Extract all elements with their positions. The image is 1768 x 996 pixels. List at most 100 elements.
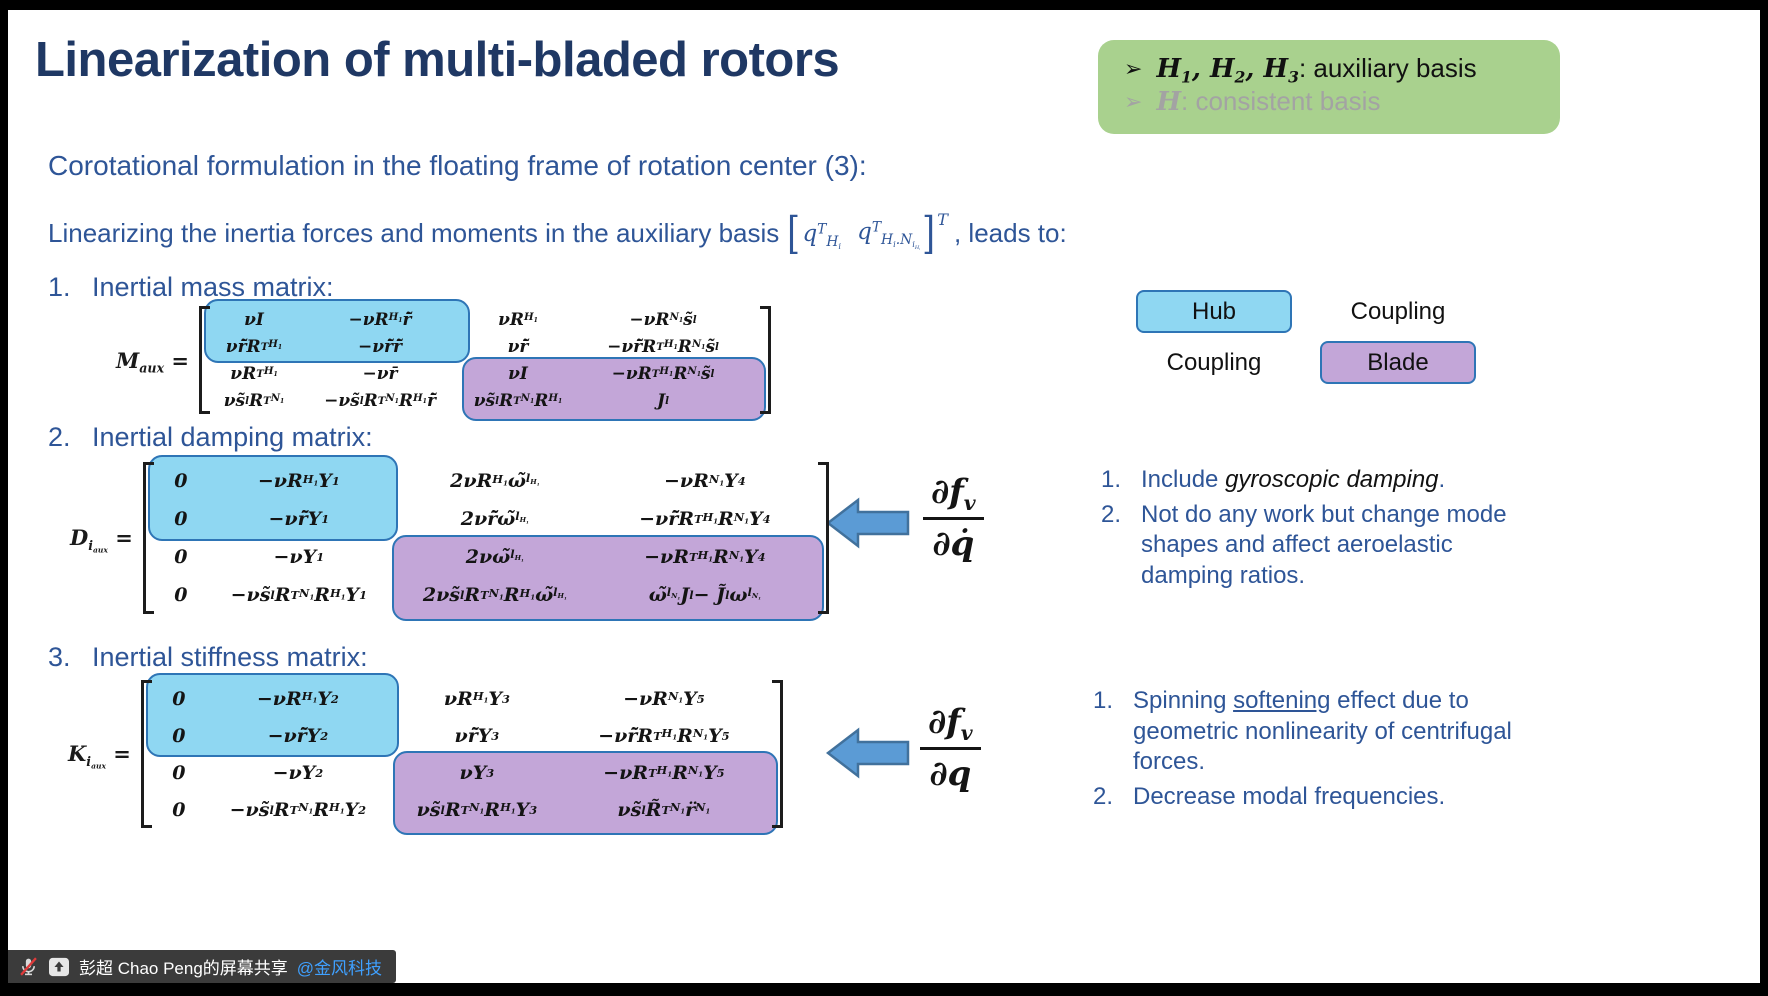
matrix-cell: νI (508, 363, 528, 384)
lead-text-before: Linearizing the inertia forces and momen… (48, 218, 780, 249)
matrix-cell: −νR H1 Υ 2 (256, 687, 339, 710)
note-text-plain: Decrease modal frequencies. (1133, 783, 1446, 811)
callout-label: : consistent basis (1181, 86, 1381, 116)
microphone-muted-icon[interactable] (18, 956, 39, 977)
lead-sentence: Linearizing the inertia forces and momen… (48, 208, 1067, 259)
matrix-body: 0 −νR H1 Υ 2 νR H1 Υ 3 −νR N1 Υ 5 0 −νr̄̃Υ 2 νr̄̃Υ 3 −νr̄̃… (145, 673, 778, 835)
section-number: 1. (48, 272, 71, 302)
section-title: Inertial mass matrix: (92, 272, 334, 302)
screen-share-status-bar: 彭超 Chao Peng的屏幕共享 @金风科技 (8, 950, 397, 983)
matrix-cell: −νR H1 Υ 1 (257, 470, 340, 492)
matrix-bracket-right (771, 680, 783, 828)
matrix-cell: νR H1 Υ 3 (443, 687, 510, 710)
screen-share-icon[interactable] (48, 957, 70, 977)
hub-block-highlight (147, 455, 398, 541)
section-title: Inertial stiffness matrix: (92, 642, 368, 672)
matrix-cell: 0 (174, 470, 188, 492)
matrix-cell: −νr̄̃R T H1 R N1 Υ 4 (639, 508, 771, 530)
matrix-cell: 0 (172, 724, 186, 747)
note-item: 2. Not do any work but change mode shape… (1101, 500, 1511, 592)
stiffness-partial-derivative: ∂fv ∂q (920, 702, 981, 794)
slide-subtitle: Corotational formulation in the floating… (48, 150, 867, 181)
fraction-numerator: ∂fv (923, 472, 984, 520)
matrix-cell: −νs̃ l R T N1 R H1 Υ 1 (230, 584, 368, 606)
matrix-cell: −νR N1 s̃ l (629, 309, 697, 330)
hub-legend-chip: Hub (1136, 290, 1292, 333)
hub-block-highlight (204, 299, 471, 363)
section-heading-mass: 1. Inertial mass matrix: (48, 272, 334, 303)
stiffness-matrix-grid: 0 −νR H1 Υ 2 νR H1 Υ 3 −νR N1 Υ 5 0 −νr̄̃Υ 2 νr̄̃Υ 3 −νr̄̃… (156, 680, 768, 828)
note-text-plain: Include (1141, 466, 1226, 493)
matrix-cell: νs̃ l R T N1 (223, 390, 285, 411)
basis-legend-callout: ➢ H1, H2, H3: auxiliary basis ➢ H: consi… (1098, 40, 1560, 134)
note-text-emphasis: gyroscopic damping (1225, 466, 1439, 493)
auxiliary-basis-vector-formula: [ qTHi qTHi.NiHi ] T (785, 208, 948, 259)
matrix-cell: 2νR H1 ω̃ lH1 (450, 470, 540, 492)
note-item: 2. Decrease modal frequencies. (1093, 782, 1523, 813)
matrix-cell: 2νω̃ lH1 (465, 546, 524, 568)
matrix-cell: −νr̄̃R T H1 R N1 s̃ l (607, 336, 719, 357)
blade-block-highlight (392, 751, 778, 835)
note-text: Include gyroscopic damping. (1141, 465, 1445, 496)
note-item: 1. Include gyroscopic damping. (1101, 465, 1511, 496)
left-block-arrow-icon (826, 497, 910, 549)
matrix-cell: νI (244, 309, 264, 330)
blade-block-highlight (462, 357, 766, 421)
matrix-cell: −νr̄̃r̄̃ (358, 336, 402, 357)
matrix-body: νI −νR H1 r̄̃ νR H1 −νR N1 s̃ l νr̄̃R T H1 −νr̄̃r̄̃ νr… (204, 299, 766, 421)
q-hub-term: qTHi (802, 220, 842, 251)
callout-math: H (1156, 87, 1182, 117)
stiffness-notes-list: 1. Spinning softening effect due to geom… (1093, 686, 1523, 813)
matrix-cell: −νR N1 Υ 5 (623, 687, 705, 710)
share-presenter-text: 彭超 Chao Peng的屏幕共享 (79, 959, 288, 978)
note-text-plain: Not do any work but change mode shapes a… (1141, 500, 1507, 590)
matrix-cell: νR T H1 (230, 363, 278, 384)
section-heading-damping: 2. Inertial damping matrix: (48, 422, 373, 453)
note-text-plain: . (1438, 466, 1446, 493)
callout-item-auxiliary-basis: ➢ H1, H2, H3: auxiliary basis (1124, 53, 1538, 85)
callout-item-consistent-basis: ➢ H: consistent basis (1124, 86, 1538, 117)
damping-notes-list: 1. Include gyroscopic damping. 2. Not do… (1101, 465, 1511, 592)
matrix-cell: −νR H1 r̄̃ (348, 309, 412, 330)
matrix-bracket-left (199, 306, 210, 414)
matrix-cell: −νs̃ l R T N1 R H1 Υ 2 (229, 798, 367, 821)
matrix-cell: νr̄̃R T H1 (225, 336, 283, 357)
share-company-handle[interactable]: @金风科技 (296, 959, 383, 978)
blade-block-highlight (391, 535, 824, 621)
inertial-mass-matrix: Maux = νI −νR H1 r̄̃ νR H1 −νR N1 s̃ l νr̄̃R T H1 −νr… (116, 299, 771, 421)
matrix-cell: −νR N1 Υ 4 (664, 470, 746, 492)
matrix-cell: −νr̄̃Υ 2 (267, 724, 329, 747)
matrix-cell: −νR T H1 R N1 s̃ l (611, 363, 715, 384)
matrix-cell: 0 (174, 546, 188, 568)
matrix-cell: −νR T H1 R N1 Υ 5 (603, 761, 725, 784)
left-bracket: [ (787, 208, 801, 259)
callout-label: : auxiliary basis (1298, 53, 1477, 83)
note-text-underlined: softening (1233, 687, 1331, 714)
hub-block-highlight (145, 673, 399, 757)
section-heading-stiffness: 3. Inertial stiffness matrix: (48, 642, 368, 673)
matrix-cell: −νr̄ (362, 363, 398, 384)
right-bracket: ] (922, 208, 936, 259)
matrix-cell: −νs̃ l R T N1 R H1 r̄̃ (324, 390, 436, 411)
matrix-label: Maux = (116, 347, 189, 375)
damping-matrix-grid: 0 −νR H1 Υ 1 2νR H1 ω̃ lH1 −νR N1 Υ 4 0 −νr̄̃Υ 1 2νr̄̃ω̃… (158, 462, 814, 614)
block-color-legend: Hub Coupling Coupling Blade (1128, 290, 1484, 384)
matrix-cell: νΥ 3 (459, 761, 495, 784)
matrix-cell: νR H1 (498, 309, 538, 330)
matrix-cell: νs̃ l R T N1 R H1 Υ 3 (416, 798, 538, 821)
blade-legend-chip: Blade (1320, 341, 1476, 384)
matrix-cell: 0 (172, 761, 186, 784)
coupling-legend-label: Coupling (1350, 297, 1446, 325)
fraction-numerator: ∂fv (920, 702, 981, 750)
matrix-cell: 0 (174, 584, 188, 606)
note-number: 1. (1093, 687, 1114, 714)
note-number: 1. (1101, 466, 1122, 493)
transpose-sup: T (937, 210, 948, 230)
matrix-bracket-left (142, 462, 154, 614)
arrow-bullet-icon: ➢ (1124, 89, 1143, 114)
presentation-slide: Linearization of multi-bladed rotors ➢ H… (8, 10, 1760, 983)
matrix-cell: −νr̄̃Υ 1 (268, 508, 330, 530)
note-number: 2. (1101, 500, 1122, 528)
matrix-cell: νr̄̃ (507, 336, 529, 357)
